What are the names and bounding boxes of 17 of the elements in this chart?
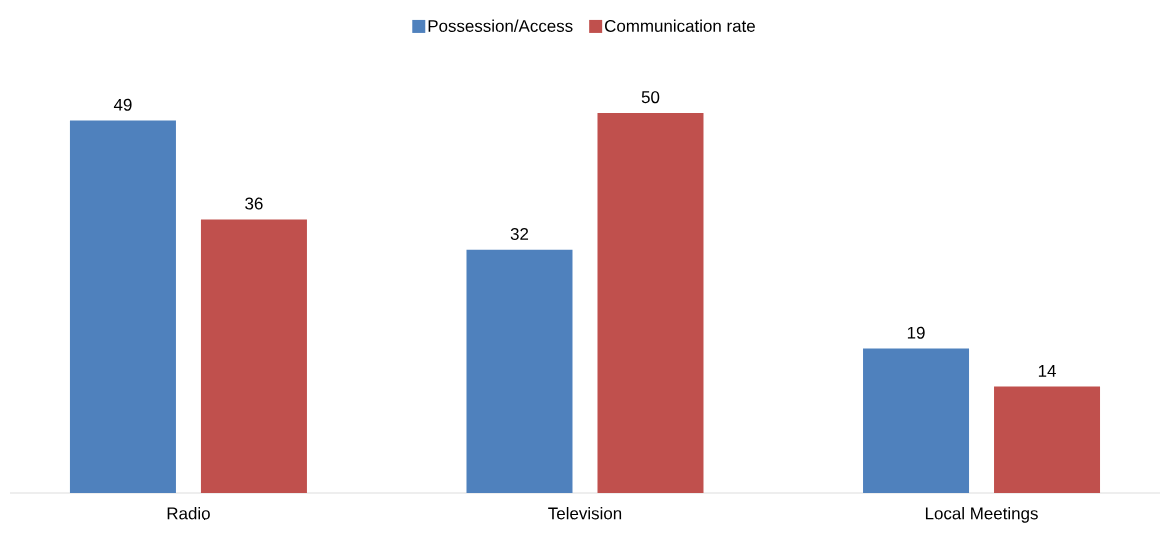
bar (200, 219, 307, 493)
legend-label: Possession/Access (428, 19, 573, 32)
data-label: 19 (907, 326, 925, 339)
bar (69, 120, 176, 493)
bar (597, 113, 704, 493)
data-label: 32 (510, 227, 529, 240)
data-label: 36 (245, 197, 263, 210)
x-tick-label: Radio (167, 506, 210, 520)
x-tick-label: Local Meetings (925, 506, 1038, 523)
legend-label: Communication rate (605, 19, 755, 32)
x-tick-label: Television (548, 506, 622, 520)
bar (994, 386, 1101, 493)
data-label: 50 (641, 91, 660, 104)
data-label: 14 (1038, 365, 1056, 377)
bar (466, 249, 573, 493)
bar (863, 348, 970, 493)
data-label: 49 (113, 98, 132, 111)
